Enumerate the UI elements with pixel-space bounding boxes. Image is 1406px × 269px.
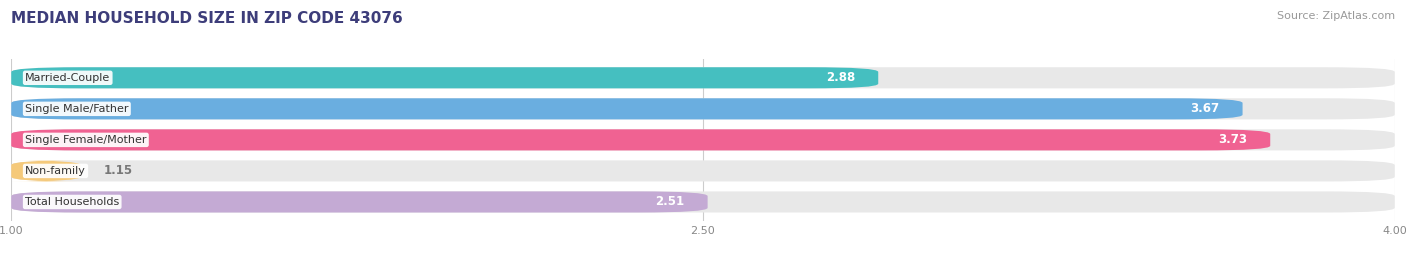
FancyBboxPatch shape [11,129,1270,150]
Text: Non-family: Non-family [25,166,86,176]
Text: 3.67: 3.67 [1191,102,1219,115]
FancyBboxPatch shape [11,160,80,182]
Text: 1.15: 1.15 [104,164,132,178]
Text: 2.51: 2.51 [655,196,685,208]
Text: Single Male/Father: Single Male/Father [25,104,128,114]
Text: 2.88: 2.88 [825,71,855,84]
FancyBboxPatch shape [11,160,1395,182]
Text: 3.73: 3.73 [1218,133,1247,146]
FancyBboxPatch shape [11,67,1395,88]
Text: MEDIAN HOUSEHOLD SIZE IN ZIP CODE 43076: MEDIAN HOUSEHOLD SIZE IN ZIP CODE 43076 [11,11,404,26]
Text: Total Households: Total Households [25,197,120,207]
Text: Married-Couple: Married-Couple [25,73,110,83]
FancyBboxPatch shape [11,192,1395,213]
FancyBboxPatch shape [11,98,1395,119]
Text: Source: ZipAtlas.com: Source: ZipAtlas.com [1277,11,1395,21]
FancyBboxPatch shape [11,98,1243,119]
FancyBboxPatch shape [11,67,879,88]
Text: Single Female/Mother: Single Female/Mother [25,135,146,145]
FancyBboxPatch shape [11,129,1395,150]
FancyBboxPatch shape [11,192,707,213]
